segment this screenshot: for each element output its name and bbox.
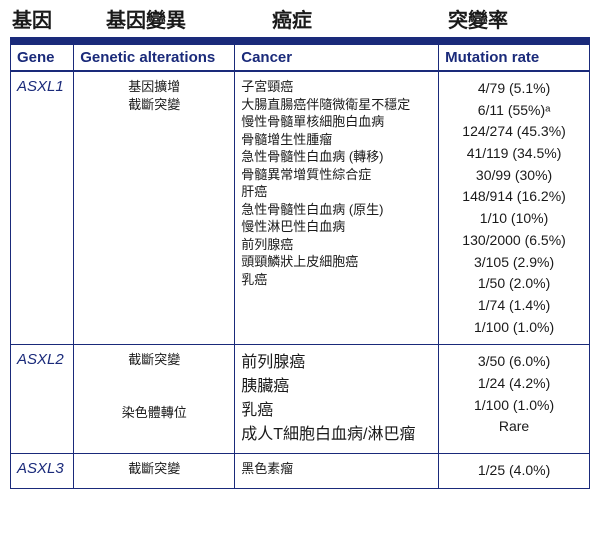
cancer-cell: 黑色素瘤 [235,454,439,489]
alteration-item: 截斷突變 [80,460,228,478]
alteration-item: 截斷突變 [80,96,228,114]
rate-item: 148/914 (16.2%) [445,186,583,208]
rate-item: 4/79 (5.1%) [445,78,583,100]
cancer-item: 大腸直腸癌伴隨微衛星不穩定 [241,96,432,114]
rate-item: 1/24 (4.2%) [445,373,583,395]
cancer-cell: 子宮頸癌大腸直腸癌伴隨微衛星不穩定慢性骨髓單核細胞白血病骨髓增生性腫瘤急性骨髓性… [235,71,439,345]
rate-item: Rare [445,416,583,438]
page-root: 基因 基因變異 癌症 突變率 Gene Genetic alterations … [0,0,600,497]
alteration-item: 染色體轉位 [80,404,228,422]
cancer-item: 前列腺癌 [241,351,432,375]
alteration-item [80,369,228,387]
alterations-cell: 基因擴增截斷突變 [74,71,235,345]
alterations-cell: 截斷突變 [74,454,235,489]
sub-header-gene: Gene [11,44,74,71]
alteration-item [80,386,228,404]
top-header-gene: 基因 [12,4,106,33]
gene-cell: ASXL2 [11,345,74,454]
cancer-cell: 前列腺癌胰臟癌乳癌成人T細胞白血病/淋巴瘤 [235,345,439,454]
rate-item: 3/50 (6.0%) [445,351,583,373]
cancer-item: 慢性淋巴性白血病 [241,218,432,236]
mutation-table: Gene Genetic alterations Cancer Mutation… [10,43,590,489]
cancer-item: 黑色素瘤 [241,460,432,478]
table-row: ASXL3 截斷突變黑色素瘤 1/25 (4.0%) [11,454,590,489]
sub-header-row: Gene Genetic alterations Cancer Mutation… [11,44,590,71]
gene-cell: ASXL3 [11,454,74,489]
alteration-item: 基因擴增 [80,78,228,96]
cancer-item: 骨髓增生性腫瘤 [241,131,432,149]
rate-item: 1/50 (2.0%) [445,273,583,295]
rate-item: 1/25 (4.0%) [445,460,583,482]
sub-header-rate: Mutation rate [439,44,590,71]
cancer-item: 急性骨髓性白血病 (轉移) [241,148,432,166]
cancer-item: 慢性骨髓單核細胞白血病 [241,113,432,131]
rate-item: 3/105 (2.9%) [445,252,583,274]
top-header-cancer: 癌症 [272,4,448,33]
cancer-item: 骨髓異常增質性綜合症 [241,166,432,184]
cancer-item: 急性骨髓性白血病 (原生) [241,201,432,219]
sub-header-alterations: Genetic alterations [74,44,235,71]
cancer-item: 子宮頸癌 [241,78,432,96]
rate-item: 30/99 (30%) [445,165,583,187]
sub-header-cancer: Cancer [235,44,439,71]
cancer-item: 前列腺癌 [241,236,432,254]
rate-item: 1/10 (10%) [445,208,583,230]
table-row: ASXL2截斷突變 染色體轉位前列腺癌胰臟癌乳癌成人T細胞白血病/淋巴瘤3/50… [11,345,590,454]
top-header-rate: 突變率 [448,4,588,33]
rate-cell: 3/50 (6.0%)1/24 (4.2%)1/100 (1.0%)Rare [439,345,590,454]
table-body: ASXL1基因擴增截斷突變子宮頸癌大腸直腸癌伴隨微衛星不穩定慢性骨髓單核細胞白血… [11,71,590,488]
rate-cell: 1/25 (4.0%) [439,454,590,489]
gene-cell: ASXL1 [11,71,74,345]
rate-item: 1/74 (1.4%) [445,295,583,317]
alteration-item: 截斷突變 [80,351,228,369]
table-row: ASXL1基因擴增截斷突變子宮頸癌大腸直腸癌伴隨微衛星不穩定慢性骨髓單核細胞白血… [11,71,590,345]
cancer-item: 胰臟癌 [241,375,432,399]
cancer-item: 頭頸鱗狀上皮細胞癌 [241,253,432,271]
rate-item: 1/100 (1.0%) [445,395,583,417]
cancer-item: 肝癌 [241,183,432,201]
rate-item: 41/119 (34.5%) [445,143,583,165]
rate-item: 130/2000 (6.5%) [445,230,583,252]
top-header-row: 基因 基因變異 癌症 突變率 [10,4,590,35]
alterations-cell: 截斷突變 染色體轉位 [74,345,235,454]
rate-item: 6/11 (55%)ᵃ [445,100,583,122]
rate-item: 124/274 (45.3%) [445,121,583,143]
cancer-item: 乳癌 [241,399,432,423]
rate-cell: 4/79 (5.1%)6/11 (55%)ᵃ124/274 (45.3%)41/… [439,71,590,345]
cancer-item: 成人T細胞白血病/淋巴瘤 [241,423,432,447]
rate-item: 1/100 (1.0%) [445,317,583,339]
top-header-alterations: 基因變異 [106,4,272,33]
cancer-item: 乳癌 [241,271,432,289]
